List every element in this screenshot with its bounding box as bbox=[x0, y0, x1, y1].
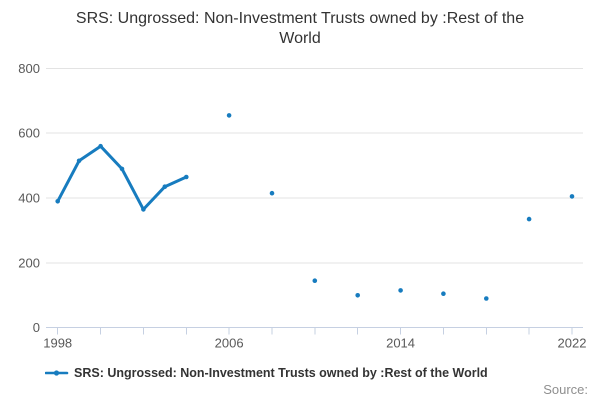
data-point[interactable] bbox=[269, 190, 275, 196]
x-axis-tick-label: 2022 bbox=[558, 336, 587, 351]
data-point[interactable] bbox=[162, 184, 168, 189]
data-point[interactable] bbox=[484, 296, 489, 301]
data-point[interactable] bbox=[441, 291, 446, 296]
data-line bbox=[56, 144, 188, 211]
x-axis-tick-label: 2014 bbox=[386, 336, 415, 351]
y-axis-tick-label: 400 bbox=[18, 191, 40, 206]
data-point[interactable] bbox=[184, 174, 189, 180]
y-axis-tick-label: 0 bbox=[33, 320, 40, 335]
x-axis-tick-label: 2006 bbox=[215, 336, 244, 351]
data-point[interactable] bbox=[55, 199, 60, 204]
data-point[interactable] bbox=[312, 278, 318, 283]
chart-plot-area: 0 200 400 600 800 1998 2006 2014 2022 bbox=[18, 61, 587, 351]
data-point[interactable] bbox=[98, 143, 103, 149]
y-axis-tick-label: 600 bbox=[18, 126, 40, 141]
data-point[interactable] bbox=[569, 194, 575, 199]
data-point[interactable] bbox=[119, 166, 125, 172]
data-point[interactable] bbox=[76, 158, 82, 164]
legend-item[interactable]: SRS: Ungrossed: Non-Investment Trusts ow… bbox=[45, 366, 488, 380]
data-point[interactable] bbox=[526, 216, 532, 222]
legend-marker-dot bbox=[53, 370, 60, 376]
y-axis-tick-label: 200 bbox=[18, 255, 40, 270]
source-label: Source: bbox=[543, 382, 588, 397]
x-axis-tick-label: 1998 bbox=[43, 336, 72, 351]
data-point[interactable] bbox=[141, 207, 146, 212]
legend-label: SRS: Ungrossed: Non-Investment Trusts ow… bbox=[74, 366, 488, 380]
y-axis-tick-label: 800 bbox=[18, 61, 40, 76]
legend-line-marker-icon bbox=[45, 370, 69, 376]
data-point[interactable] bbox=[355, 293, 361, 298]
data-point[interactable] bbox=[398, 288, 403, 293]
data-point[interactable] bbox=[226, 113, 232, 118]
chart-title: SRS: Ungrossed: Non-Investment Trusts ow… bbox=[75, 10, 525, 47]
